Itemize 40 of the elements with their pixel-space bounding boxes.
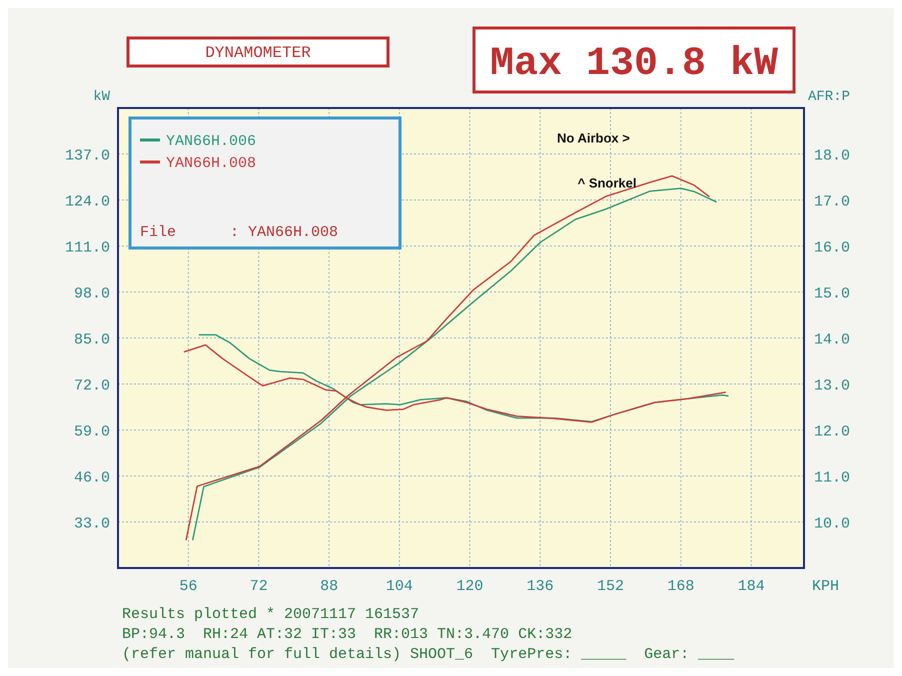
y-tick-label: 85.0 — [74, 331, 110, 348]
x-tick-label: 88 — [320, 578, 338, 595]
x-tick-label: 152 — [597, 578, 624, 595]
y2-tick-label: 12.0 — [814, 423, 850, 440]
y2-tick-label: 14.0 — [814, 331, 850, 348]
y2-tick-label: 18.0 — [814, 147, 850, 164]
annotation: File : YAN66H.008 — [140, 224, 338, 241]
chart-title: DYNAMOMETER — [205, 44, 312, 62]
y-tick-label: 46.0 — [74, 469, 110, 486]
x-tick-label: 184 — [738, 578, 765, 595]
y-tick-label: 137.0 — [64, 147, 110, 164]
y2-axis-title: AFR:P — [808, 89, 850, 105]
legend-label: YAN66H.008 — [166, 155, 256, 172]
x-tick-label: 72 — [250, 578, 268, 595]
annotation: ^ Snorkel — [578, 176, 637, 191]
x-tick-label: 168 — [667, 578, 694, 595]
x-tick-label: 120 — [456, 578, 484, 595]
x-tick-label: 104 — [386, 578, 413, 595]
y2-tick-label: 16.0 — [814, 239, 850, 256]
annotation: No Airbox > — [557, 130, 630, 146]
text: Results plotted * 20071117 161537 — [122, 606, 420, 623]
y-tick-label: 59.0 — [74, 423, 110, 440]
legend-label: YAN66H.006 — [166, 133, 256, 150]
y-tick-label: 98.0 — [74, 285, 110, 302]
text: BP:94.3 RH:24 AT:32 IT:33 RR:013 TN:3.470 CK:332 — [122, 626, 572, 643]
text: Max 130.8 kW — [490, 42, 778, 87]
y-tick-label: 72.0 — [74, 377, 110, 394]
y-axis-title: kW — [93, 89, 111, 105]
text: (refer manual for full details) SHOOT_6 TyrePres: _____ Gear: ____ — [122, 646, 736, 663]
y-tick-label: 33.0 — [74, 515, 110, 532]
x-axis-title: KPH — [812, 578, 840, 595]
y-tick-label: 124.0 — [64, 193, 110, 210]
x-tick-label: 136 — [526, 578, 554, 595]
y2-tick-label: 15.0 — [814, 285, 850, 302]
x-tick-label: 56 — [179, 578, 198, 595]
y2-tick-label: 17.0 — [814, 193, 850, 210]
y2-tick-label: 11.0 — [814, 469, 850, 486]
y2-tick-label: 10.0 — [814, 515, 850, 532]
y-tick-label: 111.0 — [64, 239, 110, 256]
y2-tick-label: 13.0 — [814, 377, 850, 394]
